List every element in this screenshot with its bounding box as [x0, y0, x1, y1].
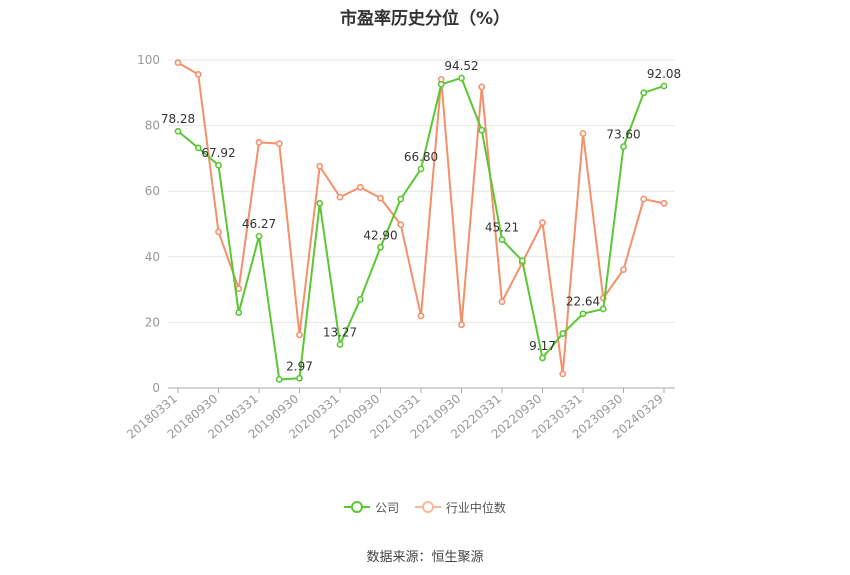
data-source: 数据来源：恒生聚源 — [366, 550, 484, 565]
point-company — [397, 195, 405, 203]
data-label: 67.92 — [201, 146, 235, 160]
point-industry-median — [235, 285, 243, 293]
point-industry-median — [539, 219, 546, 227]
point-industry-median — [194, 71, 202, 78]
data-label: 45.21 — [485, 221, 519, 235]
data-label: 73.60 — [606, 128, 640, 142]
point-industry-median — [296, 331, 303, 339]
point-company — [599, 305, 607, 313]
legend-label-company: 公司 — [375, 500, 400, 515]
point-industry-median — [377, 194, 384, 202]
point-company — [255, 232, 263, 240]
point-industry-median — [660, 199, 668, 207]
point-industry-median — [458, 321, 465, 329]
point-company — [458, 74, 465, 82]
point-company — [640, 89, 648, 97]
point-company — [498, 236, 506, 244]
point-company — [275, 376, 283, 383]
point-company — [539, 354, 546, 362]
point-company — [660, 82, 668, 90]
data-label: 2.97 — [286, 359, 313, 373]
legend-item-industry-median[interactable]: 行业中位数 — [414, 499, 506, 516]
legend-swatch-industry-median — [414, 501, 441, 513]
point-company — [377, 243, 384, 251]
x-axis: 2018033120180930201903312019093020200331… — [124, 387, 675, 442]
point-company — [235, 309, 243, 316]
y-tick-label: 0 — [152, 381, 160, 395]
point-industry-median — [478, 83, 486, 91]
y-tick-label: 100 — [137, 53, 160, 67]
gridlines — [168, 59, 675, 323]
y-axis: 0 20 40 60 80 100 — [137, 53, 160, 395]
data-label: 22.64 — [566, 295, 600, 309]
point-company — [174, 127, 182, 135]
point-industry-median — [356, 183, 364, 191]
point-company — [417, 165, 425, 173]
point-company — [194, 144, 202, 152]
point-industry-median — [255, 138, 263, 146]
point-industry-median — [417, 312, 425, 320]
point-industry-median — [579, 130, 587, 137]
data-labels: 78.28 67.92 46.27 2.97 13.27 42.90 66.80 94.52 4… — [161, 59, 681, 373]
data-label: 66.80 — [404, 150, 438, 164]
y-tick-label: 20 — [145, 315, 160, 329]
data-label: 13.27 — [323, 325, 357, 339]
legend-item-company[interactable]: 公司 — [344, 499, 399, 516]
point-industry-median — [620, 266, 627, 273]
point-company — [559, 330, 567, 337]
data-label: 42.90 — [363, 228, 397, 242]
point-company — [620, 143, 627, 150]
data-label: 78.28 — [161, 112, 195, 126]
y-tick-label: 40 — [145, 250, 160, 264]
data-label: 94.52 — [444, 59, 478, 73]
point-company — [316, 199, 324, 207]
point-industry-median — [174, 59, 182, 67]
legend: 公司 行业中位数 — [0, 497, 850, 516]
series-group — [174, 59, 668, 383]
point-company — [518, 257, 526, 265]
y-tick-label: 80 — [145, 119, 160, 133]
point-company — [579, 310, 587, 318]
legend-swatch-company — [344, 501, 371, 513]
y-tick-label: 60 — [145, 184, 160, 198]
point-industry-median — [275, 140, 283, 148]
point-industry-median — [316, 162, 324, 170]
data-label: 92.08 — [647, 67, 681, 81]
point-company — [437, 80, 445, 88]
point-industry-median — [498, 298, 506, 306]
data-label: 46.27 — [242, 217, 276, 231]
point-company — [356, 296, 364, 303]
data-label: 9.17 — [529, 339, 556, 353]
point-company — [296, 374, 303, 382]
point-industry-median — [336, 193, 344, 201]
point-industry-median — [215, 228, 222, 236]
point-company — [336, 341, 344, 348]
legend-label-industry-median: 行业中位数 — [445, 500, 506, 515]
chart-title: 市盈率历史分位（%） — [339, 9, 511, 29]
point-company — [215, 161, 222, 169]
point-industry-median — [640, 195, 648, 203]
point-company — [478, 126, 486, 134]
point-industry-median — [397, 221, 405, 229]
point-industry-median — [559, 370, 567, 378]
